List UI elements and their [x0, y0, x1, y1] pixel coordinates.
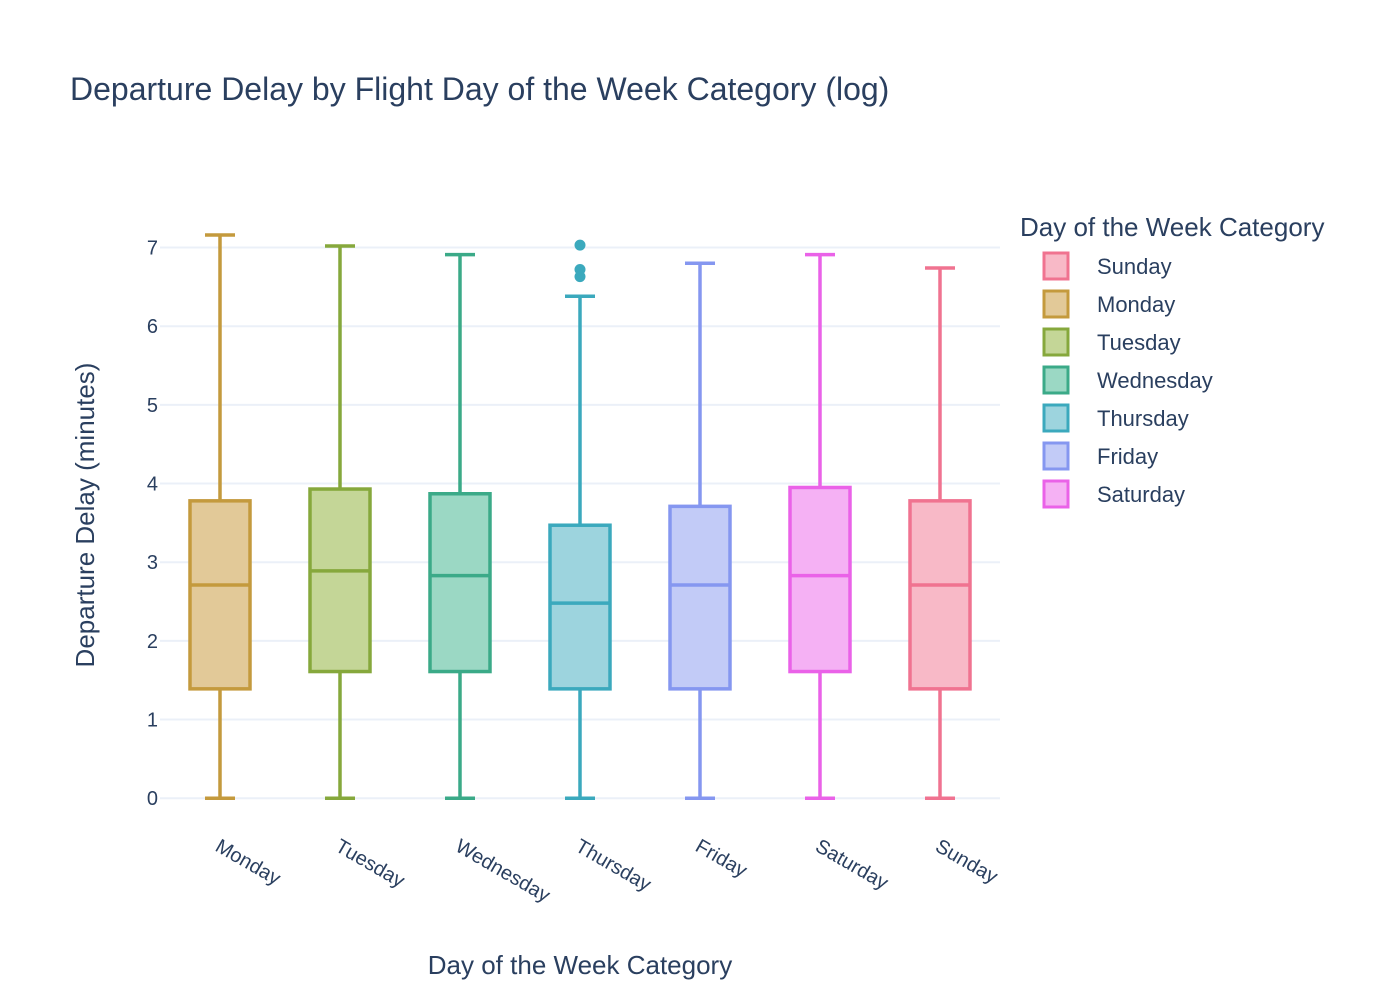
x-tick-label: Thursday: [572, 835, 655, 896]
y-tick-label: 5: [147, 395, 158, 417]
x-tick-label: Tuesday: [332, 835, 409, 892]
legend-item-sunday[interactable]: Sunday: [1042, 251, 1172, 281]
y-tick-label: 6: [147, 316, 158, 338]
iqr-box: [308, 487, 372, 674]
box-friday[interactable]: [668, 261, 732, 800]
x-tick-label: Monday: [212, 835, 285, 890]
x-axis-ticks: Monday Tuesday Wednesday Thursday Friday Satu…: [212, 835, 1002, 907]
legend-label: Monday: [1097, 292, 1175, 317]
y-tick-label: 4: [147, 474, 158, 496]
iqr-box: [428, 492, 492, 674]
legend-item-saturday[interactable]: Saturday: [1042, 479, 1185, 509]
legend-title: Day of the Week Category: [1020, 212, 1324, 242]
legend-label: Sunday: [1097, 254, 1172, 279]
iqr-box: [668, 504, 732, 691]
legend-swatch: [1042, 365, 1070, 395]
legend-swatch: [1042, 289, 1070, 319]
iqr-box: [908, 499, 972, 691]
box-sunday[interactable]: [908, 266, 972, 800]
legend-item-wednesday[interactable]: Wednesday: [1042, 365, 1213, 395]
legend-item-thursday[interactable]: Thursday: [1042, 403, 1189, 433]
box-wednesday[interactable]: [428, 252, 492, 800]
y-tick-label: 3: [147, 552, 158, 574]
iqr-box: [788, 485, 852, 674]
legend-swatch: [1042, 403, 1070, 433]
iqr-box: [548, 523, 612, 691]
legend-item-friday[interactable]: Friday: [1042, 441, 1158, 471]
y-tick-label: 7: [147, 238, 158, 260]
legend-label: Thursday: [1097, 406, 1189, 431]
x-tick-label: Wednesday: [452, 835, 554, 907]
legend-swatch: [1042, 441, 1070, 471]
iqr-box: [188, 499, 252, 691]
y-tick-label: 1: [147, 710, 158, 732]
y-tick-label: 0: [147, 788, 158, 810]
x-tick-label: Sunday: [932, 835, 1002, 888]
boxes: [188, 233, 972, 800]
box-tuesday[interactable]: [308, 244, 372, 800]
chart-title: Departure Delay by Flight Day of the Wee…: [70, 71, 889, 107]
legend-item-tuesday[interactable]: Tuesday: [1042, 327, 1181, 357]
legend-label: Tuesday: [1097, 330, 1181, 355]
legend-label: Wednesday: [1097, 368, 1213, 393]
box-saturday[interactable]: [788, 252, 852, 800]
x-tick-label: Friday: [692, 835, 751, 882]
y-tick-label: 2: [147, 631, 158, 653]
box-monday[interactable]: [188, 233, 252, 800]
y-axis-ticks: 0 1 2 3 4 5 6 7: [147, 238, 158, 811]
legend-label: Saturday: [1097, 482, 1185, 507]
outlier-point: [574, 271, 586, 283]
y-axis-title: Departure Delay (minutes): [70, 363, 100, 668]
box-thursday[interactable]: [548, 239, 612, 800]
legend-swatch: [1042, 251, 1070, 281]
legend-swatch: [1042, 327, 1070, 357]
x-axis-title: Day of the Week Category: [428, 950, 732, 980]
legend-label: Friday: [1097, 444, 1158, 469]
x-tick-label: Saturday: [812, 835, 892, 894]
outlier-point: [574, 239, 586, 251]
legend-swatch: [1042, 479, 1070, 509]
legend-item-monday[interactable]: Monday: [1042, 289, 1175, 319]
legend[interactable]: Sunday Monday Tuesday Wednesday Thursday Frid…: [1042, 251, 1213, 509]
